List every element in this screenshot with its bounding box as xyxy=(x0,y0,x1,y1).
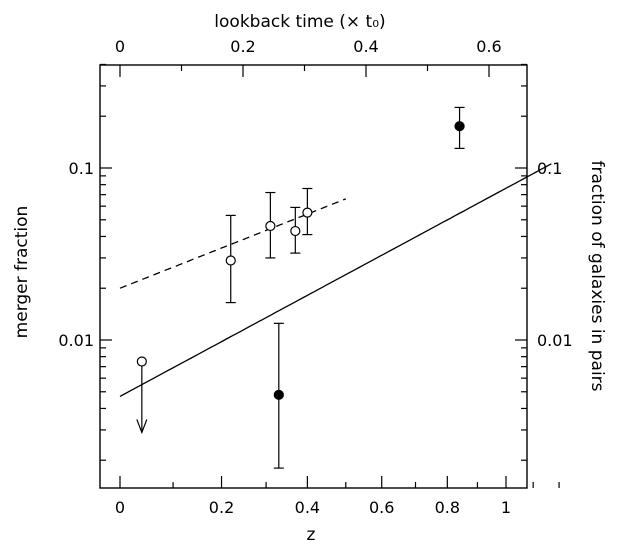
data-points xyxy=(136,106,465,469)
y-tick-label: 0.1 xyxy=(69,159,94,178)
x-tick-label: 0 xyxy=(115,498,125,517)
x-tick-label: 0.6 xyxy=(369,498,394,517)
x-axis-title: z xyxy=(307,525,316,540)
y-right-tick-label: 0.1 xyxy=(537,159,562,178)
x-tick-label: 0.8 xyxy=(435,498,460,517)
x-tick-label: 0.4 xyxy=(295,498,320,517)
plot-frame xyxy=(99,64,528,489)
solid-fit-curve xyxy=(119,163,552,397)
open-data-point xyxy=(302,207,313,218)
y-tick-label: 0.01 xyxy=(58,331,94,350)
x-top-tick-label: 0.2 xyxy=(230,37,255,56)
filled-data-point xyxy=(454,121,465,132)
model-curves xyxy=(119,163,552,397)
open-data-point xyxy=(225,255,236,266)
y-axis-title-right: fraction of galaxies in pairs xyxy=(587,160,607,391)
x-top-tick-label: 0.4 xyxy=(353,37,378,56)
x-tick-label: 0.2 xyxy=(209,498,234,517)
upper-limit-arrowhead xyxy=(136,419,148,435)
x-top-tick-label: 0.6 xyxy=(476,37,501,56)
open-data-point xyxy=(265,220,276,232)
open-data-point xyxy=(136,356,147,367)
dashed-fit-curve xyxy=(119,198,347,289)
open-data-point xyxy=(290,225,301,237)
axis-ticks xyxy=(100,63,560,488)
x-tick-label: 1 xyxy=(501,498,511,517)
y-right-tick-label: 0.01 xyxy=(537,331,573,350)
axis-tick-labels: 0 0.2 0.4 0.6 0.8 1 0 0.2 0.4 0.6 0.01 0.1 0.01 0.1 xyxy=(58,37,572,517)
filled-data-point xyxy=(273,389,284,400)
y-axis-title: merger fraction xyxy=(12,206,32,339)
x-axis-title-top: lookback time (× t₀) xyxy=(214,12,385,32)
x-top-tick-label: 0 xyxy=(115,37,125,56)
